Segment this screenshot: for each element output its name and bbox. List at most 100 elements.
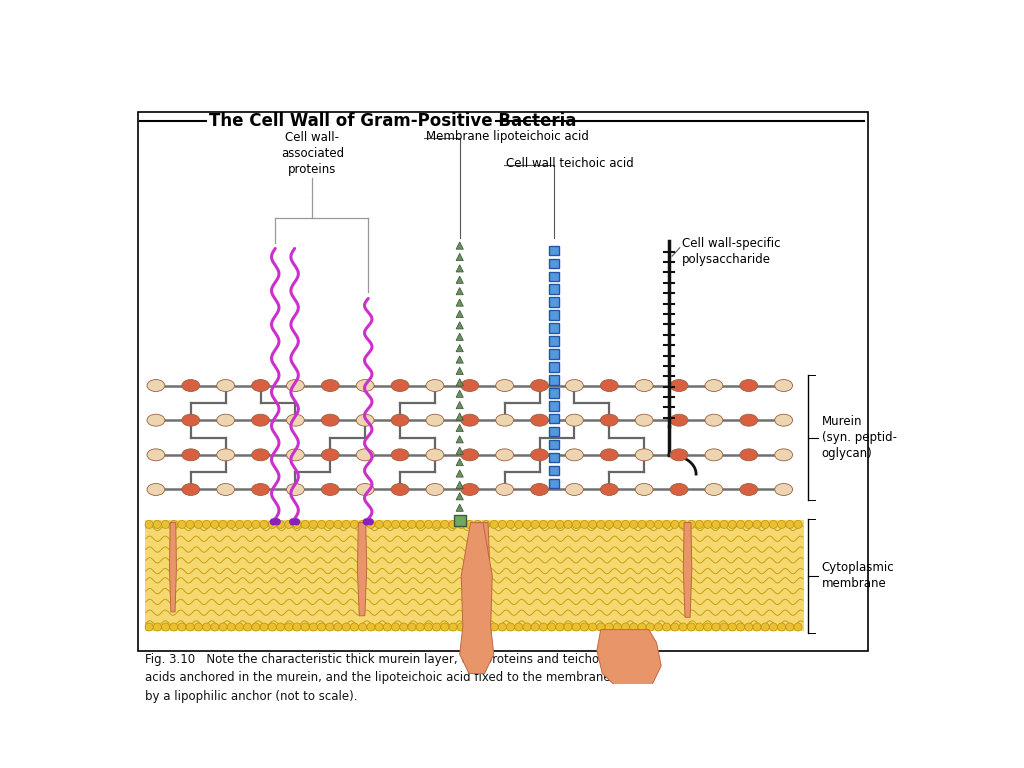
Circle shape [794, 623, 802, 631]
Polygon shape [597, 630, 662, 691]
Circle shape [761, 521, 769, 528]
Circle shape [391, 521, 399, 528]
Circle shape [154, 623, 162, 631]
Circle shape [368, 519, 373, 525]
Circle shape [424, 623, 432, 631]
Ellipse shape [461, 414, 478, 426]
Circle shape [785, 521, 794, 528]
Circle shape [274, 519, 281, 525]
Circle shape [761, 623, 769, 631]
Polygon shape [456, 242, 464, 249]
Circle shape [252, 623, 260, 631]
Circle shape [219, 623, 227, 631]
Circle shape [753, 623, 761, 631]
Ellipse shape [670, 414, 688, 426]
Circle shape [458, 521, 465, 528]
Polygon shape [456, 310, 464, 318]
FancyBboxPatch shape [550, 246, 559, 255]
Circle shape [499, 623, 506, 631]
Circle shape [753, 521, 761, 528]
Ellipse shape [635, 449, 653, 461]
FancyBboxPatch shape [145, 520, 804, 631]
Circle shape [293, 521, 301, 528]
Ellipse shape [670, 449, 688, 461]
Circle shape [736, 521, 744, 528]
Circle shape [236, 623, 244, 631]
FancyBboxPatch shape [454, 515, 466, 526]
Circle shape [301, 623, 309, 631]
Circle shape [523, 623, 531, 631]
Circle shape [440, 521, 449, 528]
Circle shape [276, 521, 285, 528]
Ellipse shape [147, 379, 165, 392]
Circle shape [663, 623, 671, 631]
Circle shape [769, 623, 777, 631]
Ellipse shape [356, 414, 374, 426]
Circle shape [548, 521, 556, 528]
Polygon shape [456, 367, 464, 375]
Circle shape [605, 623, 613, 631]
Text: Cell wall teichoic acid: Cell wall teichoic acid [506, 157, 634, 170]
Circle shape [350, 623, 358, 631]
Circle shape [589, 521, 597, 528]
Polygon shape [456, 470, 464, 477]
Circle shape [490, 521, 498, 528]
Circle shape [613, 521, 622, 528]
Circle shape [334, 521, 342, 528]
Ellipse shape [565, 414, 584, 426]
Circle shape [646, 521, 654, 528]
Polygon shape [456, 322, 464, 329]
Ellipse shape [252, 484, 269, 495]
Circle shape [170, 623, 178, 631]
Ellipse shape [217, 449, 234, 461]
Text: Fig. 3.10   Note the characteristic thick murein layer, the proteins and teichoi: Fig. 3.10 Note the characteristic thick … [145, 653, 610, 703]
Ellipse shape [740, 484, 758, 495]
Circle shape [383, 623, 391, 631]
Circle shape [622, 521, 630, 528]
Circle shape [342, 623, 350, 631]
Polygon shape [456, 276, 464, 283]
Ellipse shape [530, 379, 549, 392]
Polygon shape [456, 482, 464, 488]
Polygon shape [456, 287, 464, 295]
Circle shape [597, 623, 605, 631]
Ellipse shape [635, 379, 653, 392]
Ellipse shape [705, 484, 723, 495]
Circle shape [794, 521, 802, 528]
Ellipse shape [426, 484, 443, 495]
Circle shape [572, 623, 581, 631]
Circle shape [720, 521, 728, 528]
Polygon shape [456, 458, 464, 465]
Text: Cell wall-specific
polysaccharide: Cell wall-specific polysaccharide [682, 237, 780, 266]
Circle shape [785, 623, 794, 631]
Ellipse shape [565, 379, 584, 392]
Circle shape [268, 521, 276, 528]
Circle shape [154, 521, 162, 528]
FancyBboxPatch shape [550, 362, 559, 372]
Ellipse shape [530, 484, 549, 495]
Circle shape [638, 521, 646, 528]
Circle shape [301, 521, 309, 528]
Circle shape [408, 623, 416, 631]
Circle shape [294, 519, 299, 525]
FancyBboxPatch shape [550, 349, 559, 359]
Circle shape [244, 521, 252, 528]
Circle shape [540, 623, 548, 631]
Circle shape [276, 623, 285, 631]
Circle shape [375, 521, 383, 528]
Circle shape [531, 623, 540, 631]
Ellipse shape [147, 449, 165, 461]
Ellipse shape [182, 484, 200, 495]
Ellipse shape [530, 449, 549, 461]
Circle shape [720, 623, 728, 631]
Circle shape [556, 623, 564, 631]
Ellipse shape [356, 484, 374, 495]
FancyBboxPatch shape [550, 401, 559, 411]
Ellipse shape [600, 414, 618, 426]
Polygon shape [357, 522, 367, 616]
Ellipse shape [461, 379, 478, 392]
FancyBboxPatch shape [550, 375, 559, 385]
Ellipse shape [740, 379, 758, 392]
Ellipse shape [287, 449, 304, 461]
Ellipse shape [391, 449, 409, 461]
